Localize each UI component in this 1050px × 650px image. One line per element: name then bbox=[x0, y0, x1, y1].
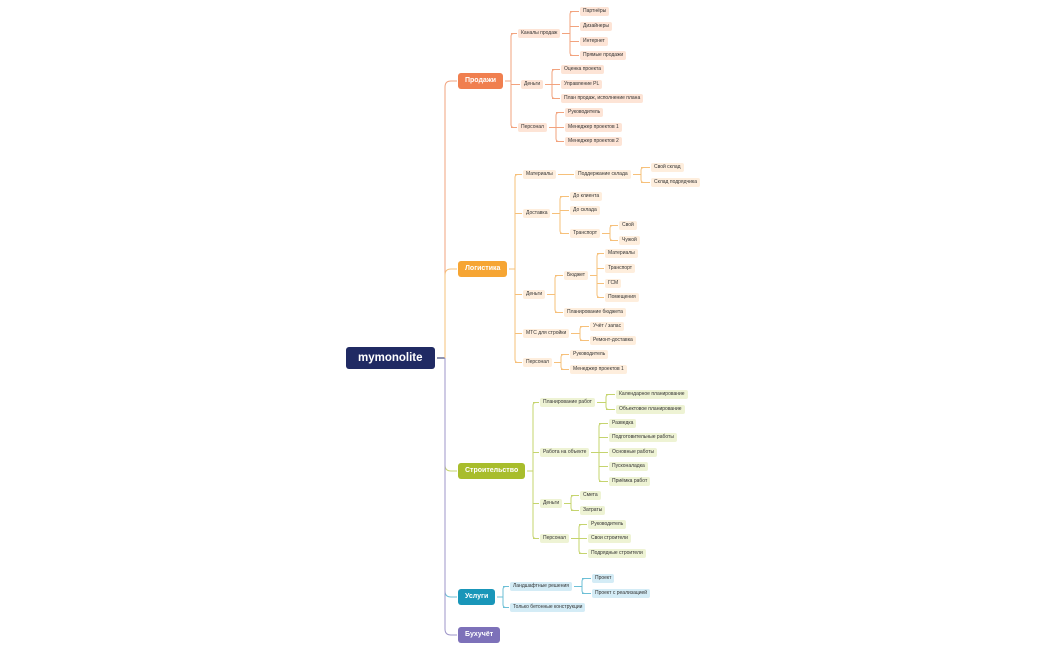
logistics-budget[interactable]: Бюджет bbox=[564, 271, 589, 280]
connector bbox=[559, 196, 564, 234]
sales-staff[interactable]: Персонал bbox=[518, 123, 547, 132]
root-node[interactable]: mymonolite bbox=[346, 347, 435, 369]
branch-accounting[interactable]: Бухучёт bbox=[458, 627, 501, 643]
sales-channel-internet[interactable]: Интернет bbox=[580, 37, 608, 46]
connector bbox=[444, 358, 457, 636]
branch-logistics[interactable]: Логистика bbox=[458, 261, 508, 277]
connector bbox=[560, 354, 565, 370]
connector bbox=[444, 268, 457, 358]
connector bbox=[502, 586, 507, 608]
logistics-transport-own[interactable]: Свой bbox=[619, 221, 637, 230]
sales-channel-direct[interactable]: Прямые продажи bbox=[580, 51, 627, 60]
construction-money[interactable]: Деньги bbox=[540, 499, 563, 508]
construction-site-acceptance[interactable]: Приёмка работ bbox=[609, 477, 651, 486]
logistics-stock-own[interactable]: Свой склад bbox=[651, 163, 684, 172]
services-landscape-project[interactable]: Проект bbox=[592, 574, 615, 583]
branch-services[interactable]: Услуги bbox=[458, 589, 496, 605]
connector bbox=[554, 275, 559, 313]
sales-channels[interactable]: Каналы продаж bbox=[518, 29, 561, 38]
construction-site-main[interactable]: Основные работы bbox=[609, 448, 658, 457]
logistics-stock-contractor[interactable]: Склад подрядчика bbox=[651, 178, 700, 187]
sales-staff-pm2[interactable]: Менеджер проектов 2 bbox=[565, 137, 622, 146]
logistics-stock[interactable]: Поддержание склада bbox=[575, 170, 631, 179]
connector bbox=[444, 80, 457, 358]
construction-money-costs[interactable]: Затраты bbox=[580, 506, 606, 515]
services-landscape[interactable]: Ландшафтные решения bbox=[510, 582, 572, 591]
connector bbox=[596, 253, 601, 298]
connector bbox=[569, 11, 574, 56]
connector bbox=[579, 326, 584, 341]
construction-staff-own[interactable]: Свои строители bbox=[588, 534, 631, 543]
sales-staff-head[interactable]: Руководитель bbox=[565, 108, 604, 117]
construction-planning-calendar[interactable]: Календарное планирование bbox=[616, 390, 688, 399]
connector bbox=[444, 358, 457, 598]
construction-site-commissioning[interactable]: Пусконаладка bbox=[609, 462, 648, 471]
sales-money-estimate[interactable]: Оценка проекта bbox=[561, 65, 605, 74]
logistics-staff-pm1[interactable]: Менеджер проектов 1 bbox=[570, 365, 627, 374]
services-landscape-realization[interactable]: Проект с реализацией bbox=[592, 589, 651, 598]
construction-staff[interactable]: Персонал bbox=[540, 534, 569, 543]
sales-channel-designers[interactable]: Дизайнеры bbox=[580, 22, 612, 31]
branch-construction[interactable]: Строительство bbox=[458, 463, 526, 479]
construction-site-recon[interactable]: Разведка bbox=[609, 419, 637, 428]
logistics-delivery-client[interactable]: До клиента bbox=[570, 192, 603, 201]
sales-staff-pm1[interactable]: Менеджер проектов 1 bbox=[565, 123, 622, 132]
logistics-budget-planning[interactable]: Планирование бюджета bbox=[564, 308, 626, 317]
logistics-transport-foreign[interactable]: Чужой bbox=[619, 236, 640, 245]
logistics-staff[interactable]: Персонал bbox=[523, 358, 552, 367]
construction-site-prep[interactable]: Подготовительные работы bbox=[609, 433, 677, 442]
logistics-delivery-warehouse[interactable]: До склада bbox=[570, 206, 600, 215]
services-concrete[interactable]: Только бетонные конструкции bbox=[510, 603, 586, 612]
logistics-transport[interactable]: Транспорт bbox=[570, 229, 601, 238]
logistics-delivery[interactable]: Доставка bbox=[523, 209, 551, 218]
logistics-money[interactable]: Деньги bbox=[523, 290, 546, 299]
construction-staff-head[interactable]: Руководитель bbox=[588, 520, 627, 529]
construction-money-estimate[interactable]: Смета bbox=[580, 491, 601, 500]
construction-staff-contract[interactable]: Подрядные строители bbox=[588, 549, 646, 558]
logistics-budget-transport[interactable]: Транспорт bbox=[605, 264, 636, 273]
sales-channel-partners[interactable]: Партнёры bbox=[580, 7, 610, 16]
connector bbox=[532, 402, 537, 539]
logistics-materials[interactable]: Материалы bbox=[523, 170, 556, 179]
logistics-budget-materials[interactable]: Материалы bbox=[605, 249, 638, 258]
logistics-staff-head[interactable]: Руководитель bbox=[570, 350, 609, 359]
logistics-budget-fuel[interactable]: ГСМ bbox=[605, 279, 622, 288]
connector bbox=[514, 174, 519, 363]
construction-planning-object[interactable]: Объектовое планирование bbox=[616, 405, 685, 414]
logistics-mts[interactable]: МТС для стройки bbox=[523, 329, 570, 338]
connector bbox=[605, 394, 610, 410]
connector bbox=[640, 167, 645, 183]
connector bbox=[609, 225, 614, 241]
construction-planning[interactable]: Планирование работ bbox=[540, 398, 595, 407]
sales-money[interactable]: Деньги bbox=[521, 80, 544, 89]
connector bbox=[570, 495, 575, 511]
logistics-budget-premises[interactable]: Помещения bbox=[605, 293, 639, 302]
sales-money-pl[interactable]: Управление PL bbox=[561, 80, 603, 89]
connector bbox=[510, 33, 515, 128]
connector bbox=[444, 358, 457, 472]
logistics-mts-repair[interactable]: Ремонт-доставка bbox=[590, 336, 636, 345]
branch-sales[interactable]: Продажи bbox=[458, 73, 504, 89]
sales-money-plan[interactable]: План продаж, исполнение плана bbox=[561, 94, 644, 103]
logistics-mts-stock[interactable]: Учёт / запас bbox=[590, 322, 625, 331]
construction-site[interactable]: Работа на объекте bbox=[540, 448, 590, 457]
connector bbox=[581, 578, 586, 594]
